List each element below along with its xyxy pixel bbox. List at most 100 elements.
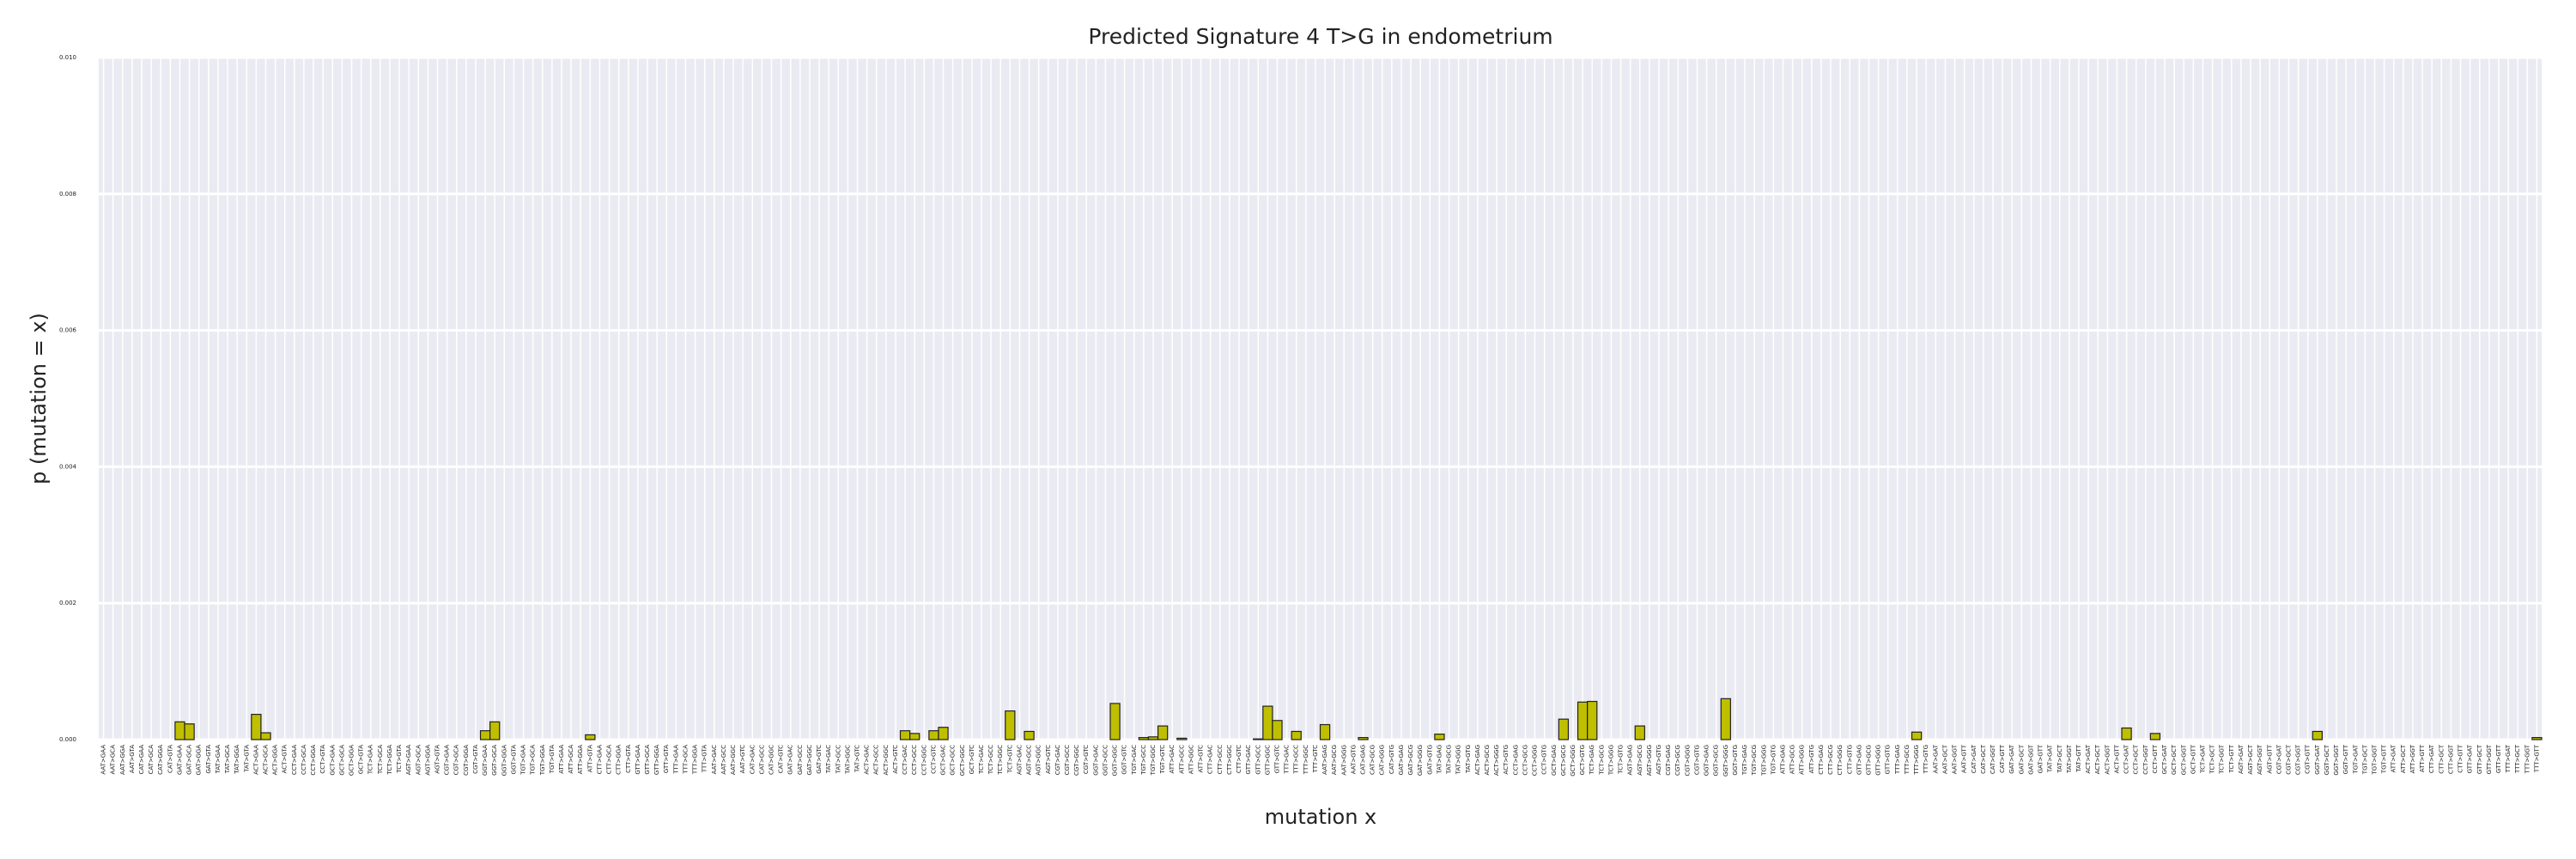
x-tick-label: TGT>GAG bbox=[1741, 745, 1748, 776]
x-tick-label: TTT>GTC bbox=[1312, 745, 1319, 773]
x-tick-label: AGT>GTA bbox=[434, 745, 441, 774]
x-tick-label: CCT>GCA bbox=[301, 745, 307, 775]
x-tick-label: TAT>GGA bbox=[234, 745, 240, 775]
x-tick-label: CAT>GCA bbox=[148, 745, 155, 775]
x-tick-label: TAT>GCT bbox=[2057, 744, 2063, 773]
x-tick-label: AAT>GGA bbox=[119, 745, 126, 775]
x-tick-label: GAT>GTT bbox=[2038, 744, 2044, 773]
x-tick-label: CAT>GTT bbox=[1999, 744, 2006, 773]
x-tick-label: AAT>GCT bbox=[1941, 744, 1948, 774]
x-tick-label: CAT>GTA bbox=[167, 745, 173, 773]
x-tick-label: ATT>GGT bbox=[2409, 744, 2416, 773]
x-tick-label: ACT>GAT bbox=[2085, 744, 2092, 773]
x-tick-label: TGT>GAC bbox=[1131, 745, 1138, 776]
x-tick-label: CGT>GCT bbox=[2285, 744, 2292, 775]
x-tick-label: CTT>GCG bbox=[1827, 745, 1834, 775]
x-tick-label: CTT>GTG bbox=[1846, 745, 1853, 774]
x-tick-label: CTT>GAG bbox=[1818, 745, 1825, 775]
x-tick-label: CAT>GGC bbox=[768, 745, 775, 775]
x-tick-label: CAT>GAC bbox=[749, 745, 756, 774]
x-tick-label: CGT>GGA bbox=[463, 745, 470, 776]
x-tick-label: GGT>GAA bbox=[482, 745, 489, 776]
x-tick-label: GCT>GTC bbox=[969, 745, 975, 774]
bar bbox=[1911, 731, 1923, 740]
x-tick-label: TGT>GGC bbox=[1150, 745, 1157, 776]
x-tick-label: ACT>GGA bbox=[272, 745, 279, 776]
x-tick-label: GGT>GAC bbox=[1092, 745, 1099, 776]
x-tick-label: TGT>GGA bbox=[539, 745, 546, 776]
bar bbox=[928, 730, 939, 740]
x-tick-label: TAT>GAA bbox=[215, 745, 222, 775]
x-tick-label: AAT>GCA bbox=[110, 745, 117, 775]
x-tick-label: TGT>GCC bbox=[1140, 745, 1147, 776]
x-tick-label: TCT>GTC bbox=[1006, 745, 1013, 774]
x-tick-label: AGT>GAC bbox=[1016, 745, 1023, 775]
x-tick-label: ATT>GGA bbox=[577, 745, 584, 774]
x-tick-label: AGT>GGT bbox=[2257, 744, 2263, 775]
bar bbox=[909, 733, 920, 740]
x-tick-label: ATT>GTG bbox=[1808, 745, 1815, 773]
x-tick-label: TCT>GAC bbox=[978, 745, 985, 775]
x-tick-label: TGT>GCA bbox=[530, 745, 537, 776]
x-tick-label: AAT>GCG bbox=[1331, 745, 1338, 775]
x-tick-label: TTT>GCT bbox=[2514, 744, 2521, 774]
bar bbox=[585, 734, 596, 740]
x-tick-label: TAT>GAC bbox=[825, 745, 832, 774]
x-tick-label: CCT>GGT bbox=[2142, 744, 2149, 775]
x-tick-label: GGT>GTA bbox=[510, 745, 517, 775]
x-tick-label: CCT>GCT bbox=[2133, 744, 2140, 774]
x-tick-label: AGT>GGA bbox=[424, 745, 431, 776]
x-tick-label: ACT>GGT bbox=[2104, 744, 2111, 774]
x-tick-label: GAT>GCC bbox=[797, 745, 804, 775]
x-tick-label: ATT>GTA bbox=[586, 745, 593, 772]
x-tick-label: GAT>GGG bbox=[1417, 745, 1424, 776]
x-tick-label: CGT>GTT bbox=[2305, 744, 2312, 774]
bar bbox=[174, 721, 185, 740]
x-tick-label: GCT>GAC bbox=[940, 745, 947, 776]
x-tick-label: GTT>GGC bbox=[1264, 745, 1271, 775]
y-tick-label: 0.010 bbox=[59, 54, 76, 61]
x-tick-label: GTT>GCC bbox=[1255, 745, 1261, 775]
x-tick-label: AGT>GAT bbox=[2238, 744, 2245, 774]
x-tick-label: GAT>GGA bbox=[196, 745, 203, 776]
x-tick-label: GAT>GCG bbox=[1407, 745, 1414, 776]
x-tick-label: TCT>GAG bbox=[1589, 745, 1595, 775]
bar bbox=[1109, 703, 1121, 740]
x-tick-label: ACT>GTG bbox=[1503, 745, 1510, 775]
bar bbox=[1157, 725, 1169, 740]
x-tick-label: CGT>GAC bbox=[1054, 745, 1061, 775]
x-tick-label: TTT>GCG bbox=[1904, 745, 1911, 775]
bar bbox=[479, 730, 491, 740]
x-tick-label: CTT>GTA bbox=[625, 745, 632, 773]
x-tick-label: GGT>GCG bbox=[1713, 745, 1720, 776]
x-tick-label: TAT>GAG bbox=[1436, 745, 1443, 775]
x-tick-label: AAT>GTT bbox=[1961, 744, 1968, 773]
bar bbox=[899, 730, 911, 740]
bar bbox=[1720, 698, 1731, 740]
x-tick-label: CCT>GTT bbox=[2152, 744, 2159, 773]
chart-title: Predicted Signature 4 T>G in endometrium bbox=[1088, 24, 1552, 49]
x-tick-label: CGT>GAA bbox=[444, 745, 451, 776]
x-tick-label: TCT>GCA bbox=[377, 745, 384, 775]
x-tick-label: CTT>GAA bbox=[596, 745, 603, 775]
y-tick-label: 0.002 bbox=[59, 600, 76, 606]
x-tick-label: CCT>GGC bbox=[920, 745, 927, 776]
x-tick-label: GGT>GGC bbox=[1112, 745, 1119, 777]
x-tick-label: CCT>GGG bbox=[1532, 745, 1539, 776]
x-tick-label: CAT>GGG bbox=[1379, 745, 1386, 776]
x-tick-label: TCT>GCT bbox=[2209, 744, 2216, 774]
x-tick-label: CGT>GTA bbox=[472, 745, 479, 774]
x-tick-label: AAT>GAG bbox=[1321, 745, 1328, 775]
x-tick-label: GCT>GTA bbox=[358, 745, 365, 774]
bar bbox=[1319, 723, 1331, 740]
x-tick-label: TAT>GTA bbox=[243, 745, 250, 773]
x-tick-label: CTT>GCC bbox=[1217, 745, 1224, 774]
x-tick-label: TAT>GTC bbox=[854, 745, 861, 773]
x-tick-label: ACT>GAA bbox=[252, 745, 259, 775]
x-tick-label: GAT>GGT bbox=[2027, 744, 2034, 774]
bar bbox=[2312, 730, 2323, 740]
x-tick-label: CGT>GGG bbox=[1684, 745, 1691, 776]
x-tick-label: TTT>GGT bbox=[2524, 744, 2530, 774]
x-tick-label: GCT>GCG bbox=[1560, 745, 1567, 776]
x-tick-label: GGT>GGA bbox=[501, 745, 507, 777]
